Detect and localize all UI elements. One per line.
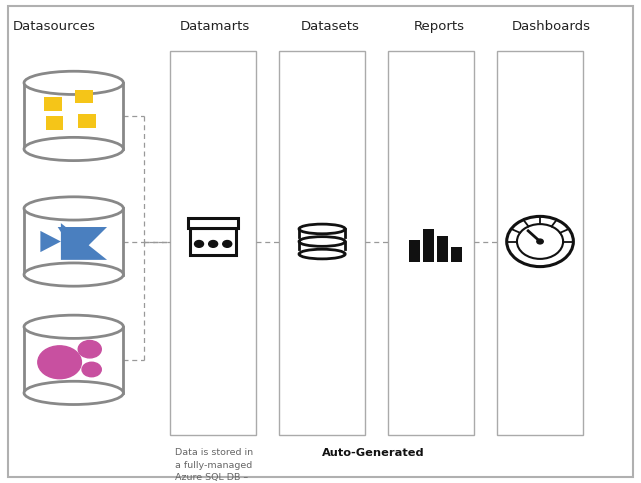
Polygon shape	[58, 227, 107, 257]
Ellipse shape	[24, 137, 124, 160]
Bar	[24, 83, 124, 149]
Text: Datamarts: Datamarts	[179, 20, 250, 33]
Bar	[170, 51, 256, 435]
Text: Data is stored in
a fully-managed
Azure SQL DB –
ready to be
modeled
and consume: Data is stored in a fully-managed Azure …	[175, 448, 253, 483]
Circle shape	[195, 241, 204, 247]
Bar	[423, 229, 433, 262]
Text: Datasets: Datasets	[301, 20, 360, 33]
Bar	[46, 116, 63, 130]
Ellipse shape	[24, 381, 124, 405]
Bar	[451, 247, 462, 262]
Text: Reports: Reports	[413, 20, 465, 33]
Bar	[190, 228, 237, 255]
Circle shape	[517, 224, 563, 259]
Ellipse shape	[299, 249, 345, 259]
Circle shape	[82, 362, 101, 377]
Ellipse shape	[24, 315, 124, 339]
Circle shape	[209, 241, 218, 247]
Bar	[78, 114, 96, 128]
Circle shape	[223, 241, 232, 247]
Bar	[279, 51, 365, 435]
Circle shape	[507, 216, 574, 267]
Polygon shape	[61, 223, 107, 260]
Bar	[44, 97, 62, 111]
Bar	[437, 236, 447, 262]
Ellipse shape	[24, 71, 124, 95]
Bar	[24, 327, 124, 393]
Ellipse shape	[24, 197, 124, 220]
Ellipse shape	[24, 263, 124, 286]
Text: Datasources: Datasources	[13, 20, 96, 33]
Circle shape	[537, 239, 544, 244]
Ellipse shape	[299, 224, 345, 234]
Bar	[299, 229, 345, 237]
Polygon shape	[40, 231, 61, 252]
Bar	[24, 209, 124, 274]
Text: Auto-Generated: Auto-Generated	[322, 448, 425, 458]
Circle shape	[38, 346, 81, 379]
Bar	[75, 90, 93, 103]
Ellipse shape	[299, 237, 345, 246]
Bar	[388, 51, 474, 435]
Circle shape	[78, 341, 101, 358]
Bar	[497, 51, 583, 435]
Bar	[299, 242, 345, 249]
Bar	[188, 217, 238, 228]
Bar	[409, 240, 419, 262]
Text: Dashboards: Dashboards	[512, 20, 591, 33]
